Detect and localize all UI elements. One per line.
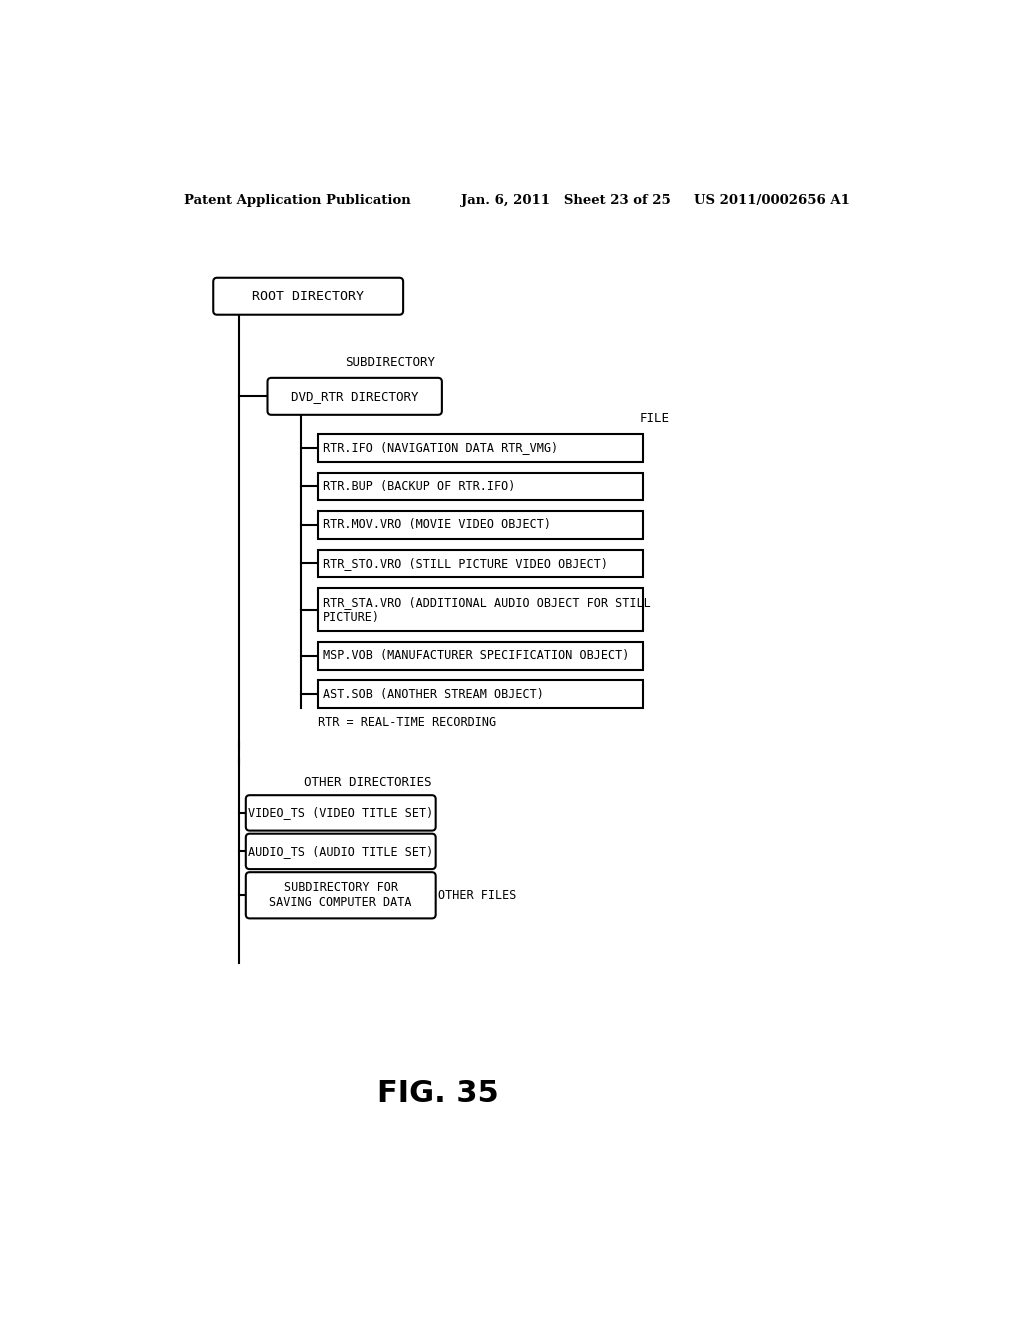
Text: RTR.BUP (BACKUP OF RTR.IFO): RTR.BUP (BACKUP OF RTR.IFO) bbox=[324, 480, 516, 492]
Text: FILE: FILE bbox=[640, 412, 670, 425]
FancyBboxPatch shape bbox=[317, 511, 643, 539]
FancyBboxPatch shape bbox=[317, 473, 643, 500]
Text: RTR_STO.VRO (STILL PICTURE VIDEO OBJECT): RTR_STO.VRO (STILL PICTURE VIDEO OBJECT) bbox=[324, 557, 608, 570]
Text: US 2011/0002656 A1: US 2011/0002656 A1 bbox=[693, 194, 850, 207]
Text: DVD_RTR DIRECTORY: DVD_RTR DIRECTORY bbox=[291, 389, 419, 403]
FancyBboxPatch shape bbox=[267, 378, 442, 414]
Text: VIDEO_TS (VIDEO TITLE SET): VIDEO_TS (VIDEO TITLE SET) bbox=[248, 807, 433, 820]
FancyBboxPatch shape bbox=[317, 589, 643, 631]
FancyBboxPatch shape bbox=[213, 277, 403, 314]
FancyBboxPatch shape bbox=[246, 873, 435, 919]
Text: AST.SOB (ANOTHER STREAM OBJECT): AST.SOB (ANOTHER STREAM OBJECT) bbox=[324, 688, 544, 701]
Text: FIG. 35: FIG. 35 bbox=[377, 1080, 499, 1109]
FancyBboxPatch shape bbox=[317, 642, 643, 669]
Text: RTR.MOV.VRO (MOVIE VIDEO OBJECT): RTR.MOV.VRO (MOVIE VIDEO OBJECT) bbox=[324, 519, 551, 532]
Text: AUDIO_TS (AUDIO TITLE SET): AUDIO_TS (AUDIO TITLE SET) bbox=[248, 845, 433, 858]
FancyBboxPatch shape bbox=[317, 549, 643, 577]
Text: RTR.IFO (NAVIGATION DATA RTR_VMG): RTR.IFO (NAVIGATION DATA RTR_VMG) bbox=[324, 441, 558, 454]
FancyBboxPatch shape bbox=[246, 834, 435, 869]
Text: Patent Application Publication: Patent Application Publication bbox=[183, 194, 411, 207]
Text: RTR_STA.VRO (ADDITIONAL AUDIO OBJECT FOR STILL
PICTURE): RTR_STA.VRO (ADDITIONAL AUDIO OBJECT FOR… bbox=[324, 595, 651, 623]
FancyBboxPatch shape bbox=[317, 681, 643, 708]
Text: OTHER DIRECTORIES: OTHER DIRECTORIES bbox=[304, 776, 432, 788]
FancyBboxPatch shape bbox=[246, 795, 435, 830]
Text: Jan. 6, 2011   Sheet 23 of 25: Jan. 6, 2011 Sheet 23 of 25 bbox=[461, 194, 671, 207]
FancyBboxPatch shape bbox=[317, 434, 643, 462]
Text: SUBDIRECTORY: SUBDIRECTORY bbox=[345, 356, 435, 370]
Text: MSP.VOB (MANUFACTURER SPECIFICATION OBJECT): MSP.VOB (MANUFACTURER SPECIFICATION OBJE… bbox=[324, 649, 630, 663]
Text: SUBDIRECTORY FOR
SAVING COMPUTER DATA: SUBDIRECTORY FOR SAVING COMPUTER DATA bbox=[269, 882, 412, 909]
Text: OTHER FILES: OTHER FILES bbox=[438, 888, 516, 902]
Text: RTR = REAL-TIME RECORDING: RTR = REAL-TIME RECORDING bbox=[317, 715, 496, 729]
Text: ROOT DIRECTORY: ROOT DIRECTORY bbox=[252, 289, 365, 302]
